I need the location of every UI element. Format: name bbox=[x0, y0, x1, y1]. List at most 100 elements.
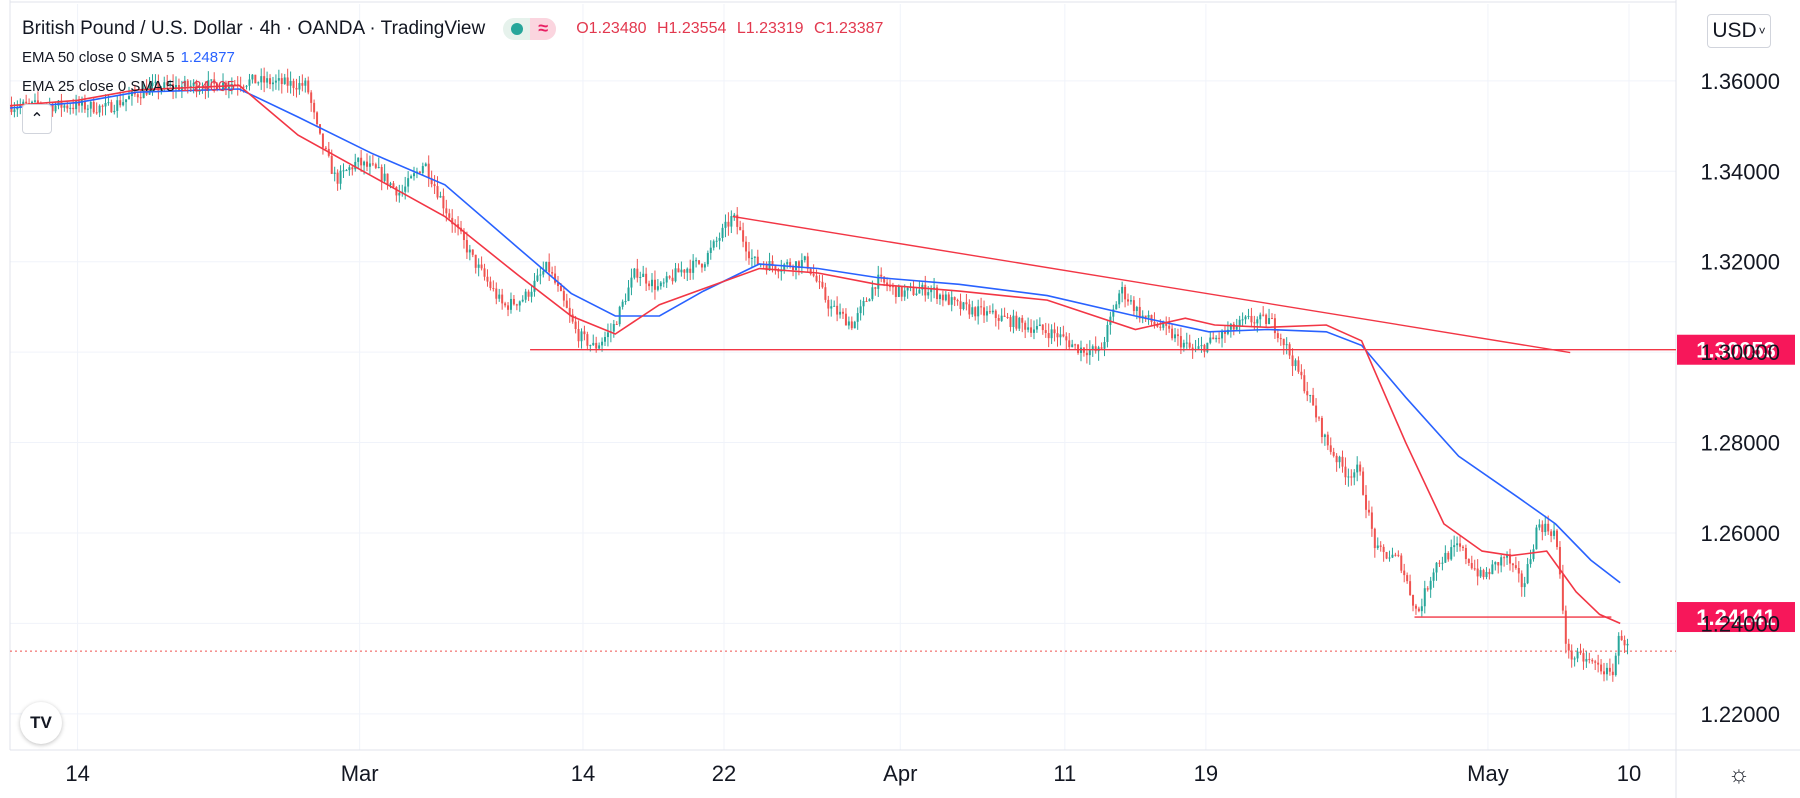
candle-body bbox=[380, 167, 383, 181]
candle-body bbox=[98, 105, 101, 113]
legend-ema50-row[interactable]: EMA 50 close 0 SMA 5 1.24877 bbox=[22, 43, 889, 72]
market-status-pill[interactable]: ≈ bbox=[503, 17, 557, 40]
candle-body bbox=[213, 79, 216, 84]
candle-body bbox=[1511, 563, 1514, 566]
candle-body bbox=[692, 260, 695, 273]
candle-body bbox=[1038, 324, 1041, 327]
candle-body bbox=[953, 297, 956, 300]
y-tick-label-5: 1.26000 bbox=[1700, 521, 1780, 546]
candle-body bbox=[313, 102, 316, 113]
candle-body bbox=[25, 101, 28, 104]
candle-body bbox=[1359, 464, 1362, 472]
candle-body bbox=[1379, 545, 1382, 547]
candle-body bbox=[457, 224, 460, 228]
candle-body bbox=[1250, 315, 1253, 323]
candle-body bbox=[430, 178, 433, 185]
candle-body bbox=[592, 342, 595, 346]
y-tick-label-2: 1.32000 bbox=[1700, 250, 1780, 275]
ohlc-open: O1.23480 bbox=[576, 19, 647, 37]
candle-body bbox=[988, 311, 991, 313]
candle-body bbox=[474, 254, 477, 268]
candle-body bbox=[512, 298, 515, 305]
candle-body bbox=[968, 304, 971, 315]
candle-body bbox=[1626, 643, 1629, 646]
candle-body bbox=[69, 107, 72, 109]
candle-body bbox=[1467, 559, 1470, 564]
candle-body bbox=[824, 287, 827, 300]
candle-body bbox=[1188, 342, 1191, 348]
candle-body bbox=[1312, 395, 1315, 406]
candle-body bbox=[1303, 375, 1306, 392]
gear-icon[interactable]: ☼ bbox=[1728, 761, 1750, 788]
ohlc-high: H1.23554 bbox=[656, 19, 727, 37]
candle-body bbox=[1235, 325, 1238, 330]
currency-selector[interactable]: USD ˅ bbox=[1707, 14, 1771, 48]
candle-body bbox=[366, 161, 368, 167]
candle-body bbox=[1447, 552, 1450, 560]
candle-body bbox=[574, 321, 577, 330]
candle-body bbox=[1441, 562, 1444, 564]
candle-body bbox=[595, 342, 598, 349]
candle-body bbox=[51, 105, 54, 112]
candle-body bbox=[551, 272, 554, 274]
currency-label: USD bbox=[1712, 19, 1757, 42]
candle-body bbox=[389, 183, 392, 185]
candle-body bbox=[1268, 318, 1271, 325]
price-level-label-1: 1.24141 bbox=[1696, 605, 1776, 630]
candle-body bbox=[1309, 395, 1312, 397]
candle-body bbox=[1144, 315, 1147, 318]
candle-body bbox=[1482, 570, 1485, 578]
candle-body bbox=[1318, 417, 1320, 419]
candle-body bbox=[166, 82, 169, 86]
candle-body bbox=[1015, 315, 1018, 329]
candle-body bbox=[248, 79, 251, 86]
candle-body bbox=[316, 112, 319, 125]
ema50-value: 1.24877 bbox=[180, 49, 235, 66]
candle-body bbox=[771, 261, 774, 267]
candle-body bbox=[169, 84, 172, 86]
candle-body bbox=[486, 276, 489, 282]
candle-body bbox=[1265, 314, 1268, 325]
candle-body bbox=[830, 306, 833, 309]
candle-body bbox=[974, 307, 977, 317]
candle-body bbox=[850, 321, 853, 329]
candle-body bbox=[1547, 523, 1550, 532]
candle-body bbox=[1229, 323, 1232, 330]
candle-body bbox=[891, 286, 894, 288]
candle-body bbox=[107, 102, 110, 104]
candle-body bbox=[351, 167, 354, 170]
candle-body bbox=[75, 101, 78, 110]
candle-body bbox=[753, 256, 756, 258]
y-tick-label-6: 1.24000 bbox=[1700, 611, 1780, 636]
candle-body bbox=[709, 247, 712, 253]
x-tick-label-1: Mar bbox=[341, 761, 379, 786]
candle-body bbox=[1500, 557, 1503, 566]
candle-body bbox=[154, 81, 157, 83]
candle-body bbox=[1485, 571, 1488, 578]
symbol-title[interactable]: British Pound / U.S. Dollar · 4h · OANDA… bbox=[22, 17, 486, 39]
candle-body bbox=[1047, 333, 1050, 339]
candle-body bbox=[1259, 314, 1262, 320]
candle-body bbox=[1506, 554, 1509, 558]
candle-body bbox=[1003, 315, 1006, 317]
candle-body bbox=[950, 297, 953, 305]
candle-body bbox=[1323, 434, 1326, 438]
legend-collapse-button[interactable]: ⌃ bbox=[22, 104, 52, 134]
candle-body bbox=[421, 166, 424, 173]
candle-body bbox=[1541, 524, 1544, 533]
candle-body bbox=[994, 310, 997, 319]
candle-body bbox=[1456, 543, 1459, 546]
candle-body bbox=[1326, 434, 1329, 446]
candle-body bbox=[183, 80, 186, 87]
legend-ema25-row[interactable]: EMA 25 close 0 SMA 5 1.24005 bbox=[22, 72, 889, 101]
candle-body bbox=[1027, 327, 1030, 330]
candle-body bbox=[565, 300, 568, 308]
ema25-name: EMA 25 close 0 SMA 5 bbox=[22, 78, 175, 95]
tradingview-logo-icon[interactable]: TV bbox=[20, 702, 62, 744]
candle-body bbox=[1350, 476, 1353, 478]
candle-body bbox=[189, 85, 192, 87]
candle-body bbox=[1338, 456, 1341, 463]
candle-body bbox=[483, 268, 486, 277]
